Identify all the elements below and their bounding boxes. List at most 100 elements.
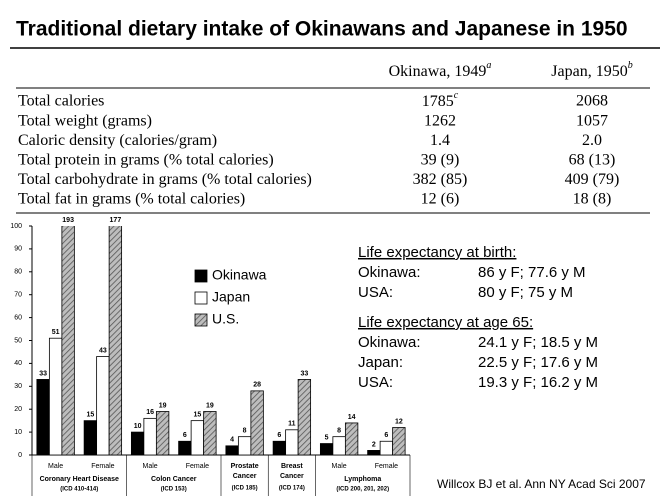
- bar: [155, 411, 170, 456]
- x-tick-label: Female: [186, 463, 209, 470]
- bar: [332, 436, 346, 456]
- legend-label: U.S.: [212, 311, 239, 327]
- group-label: Lymphoma: [344, 476, 381, 483]
- superscript: b: [628, 60, 633, 71]
- data-label: 15: [86, 411, 94, 418]
- bar: [285, 429, 299, 456]
- table-cell: 2.0: [582, 132, 602, 149]
- table-cell: 68 (13): [569, 151, 616, 168]
- y-tick-label: 100: [10, 223, 22, 230]
- table-cell: 39 (9): [421, 151, 460, 168]
- data-label: 19: [206, 402, 214, 409]
- data-label: 12: [395, 418, 403, 425]
- life-label: Okinawa:: [358, 264, 421, 281]
- data-label: 2: [372, 441, 376, 448]
- data-label: 8: [243, 428, 247, 435]
- life-value: 80 y F; 75 y M: [478, 284, 573, 301]
- y-tick-label: 90: [14, 246, 22, 253]
- group-code: (ICD 200, 201, 202): [336, 487, 389, 493]
- legend-swatch: [194, 313, 208, 327]
- bar: [379, 440, 394, 456]
- data-label: 11: [288, 421, 296, 428]
- life-label: USA:: [358, 374, 393, 391]
- table-cell: Total fat in grams (% total calories): [18, 191, 245, 208]
- table-cell: Total calories: [18, 93, 104, 110]
- group-code: (ICD 153): [161, 487, 187, 493]
- table-cell: Okinawa, 1949a: [389, 60, 492, 79]
- table-cell: Caloric density (calories/gram): [18, 132, 217, 149]
- bar: [83, 420, 98, 456]
- title: Traditional dietary intake of Okinawans …: [16, 18, 628, 41]
- data-label: 8: [337, 428, 341, 435]
- group-code: (ICD 410-414): [60, 487, 98, 493]
- data-label: 33: [39, 370, 47, 377]
- data-label: 14: [348, 414, 356, 421]
- bar: [297, 379, 312, 456]
- x-tick-label: Female: [91, 463, 114, 470]
- life-value: 22.5 y F; 17.6 y M: [478, 354, 598, 371]
- table-cell: Total weight (grams): [18, 112, 152, 129]
- superscript: a: [486, 60, 491, 71]
- group-code: (ICD 185): [232, 486, 258, 492]
- bar: [237, 436, 252, 456]
- legend-label: Okinawa: [212, 267, 267, 283]
- data-label: 6: [384, 432, 388, 439]
- bar: [48, 337, 63, 456]
- legend-label: Japan: [212, 289, 250, 305]
- y-tick-label: 80: [14, 269, 22, 276]
- bar: [143, 417, 157, 456]
- group-label: Colon Cancer: [151, 476, 197, 483]
- x-tick-label: Male: [48, 463, 63, 470]
- data-label: 193: [62, 217, 74, 224]
- y-tick-label: 10: [14, 429, 22, 436]
- life-label: USA:: [358, 284, 393, 301]
- table-cell: 1262: [424, 112, 456, 129]
- data-label: 33: [300, 370, 308, 377]
- life-heading: Life expectancy at birth:: [358, 244, 516, 261]
- life-value: 24.1 y F; 18.5 y M: [478, 334, 598, 351]
- y-tick-label: 60: [14, 314, 22, 321]
- x-tick-label: Male: [143, 463, 158, 470]
- bar: [130, 431, 145, 456]
- cell-text: 1785: [422, 93, 454, 110]
- data-label: 6: [277, 432, 281, 439]
- bar: [178, 440, 192, 456]
- bar: [344, 422, 359, 456]
- data-label: 28: [253, 382, 261, 389]
- data-label: 43: [99, 347, 107, 354]
- data-label: 16: [146, 409, 154, 416]
- cell-text: Okinawa, 1949: [389, 63, 487, 80]
- citation: Willcox BJ et al. Ann NY Acad Sci 2007: [437, 477, 646, 491]
- y-tick-label: 30: [14, 383, 22, 390]
- table-cell: 12 (6): [421, 191, 460, 208]
- bar: [36, 379, 50, 456]
- table-cell: Total carbohydrate in grams (% total cal…: [18, 171, 312, 188]
- bar: [108, 226, 123, 456]
- table-cell: 18 (8): [573, 191, 612, 208]
- life-value: 86 y F; 77.6 y M: [478, 264, 586, 281]
- y-tick-label: 70: [14, 292, 22, 299]
- bar: [96, 356, 110, 456]
- life-label: Japan:: [358, 354, 403, 371]
- cell-text: Japan, 1950: [551, 63, 627, 80]
- life-label: Okinawa:: [358, 334, 421, 351]
- bar: [203, 411, 217, 456]
- data-label: 6: [183, 432, 187, 439]
- superscript: c: [454, 90, 459, 101]
- group-label: Breast Cancer: [280, 463, 304, 480]
- x-tick-label: Male: [332, 463, 347, 470]
- y-tick-label: 40: [14, 360, 22, 367]
- life-value: 19.3 y F; 16.2 y M: [478, 374, 598, 391]
- bar: [367, 450, 381, 456]
- group-code: (ICD 174): [279, 486, 305, 492]
- table-cell: 1785c: [422, 90, 459, 109]
- bar: [61, 226, 75, 456]
- data-label: 5: [325, 434, 329, 441]
- data-label: 177: [110, 217, 122, 224]
- table-cell: 409 (79): [565, 171, 620, 188]
- plot-area: [36, 226, 406, 456]
- data-label: 15: [193, 411, 201, 418]
- bar: [392, 427, 406, 456]
- x-tick-label: Female: [375, 463, 398, 470]
